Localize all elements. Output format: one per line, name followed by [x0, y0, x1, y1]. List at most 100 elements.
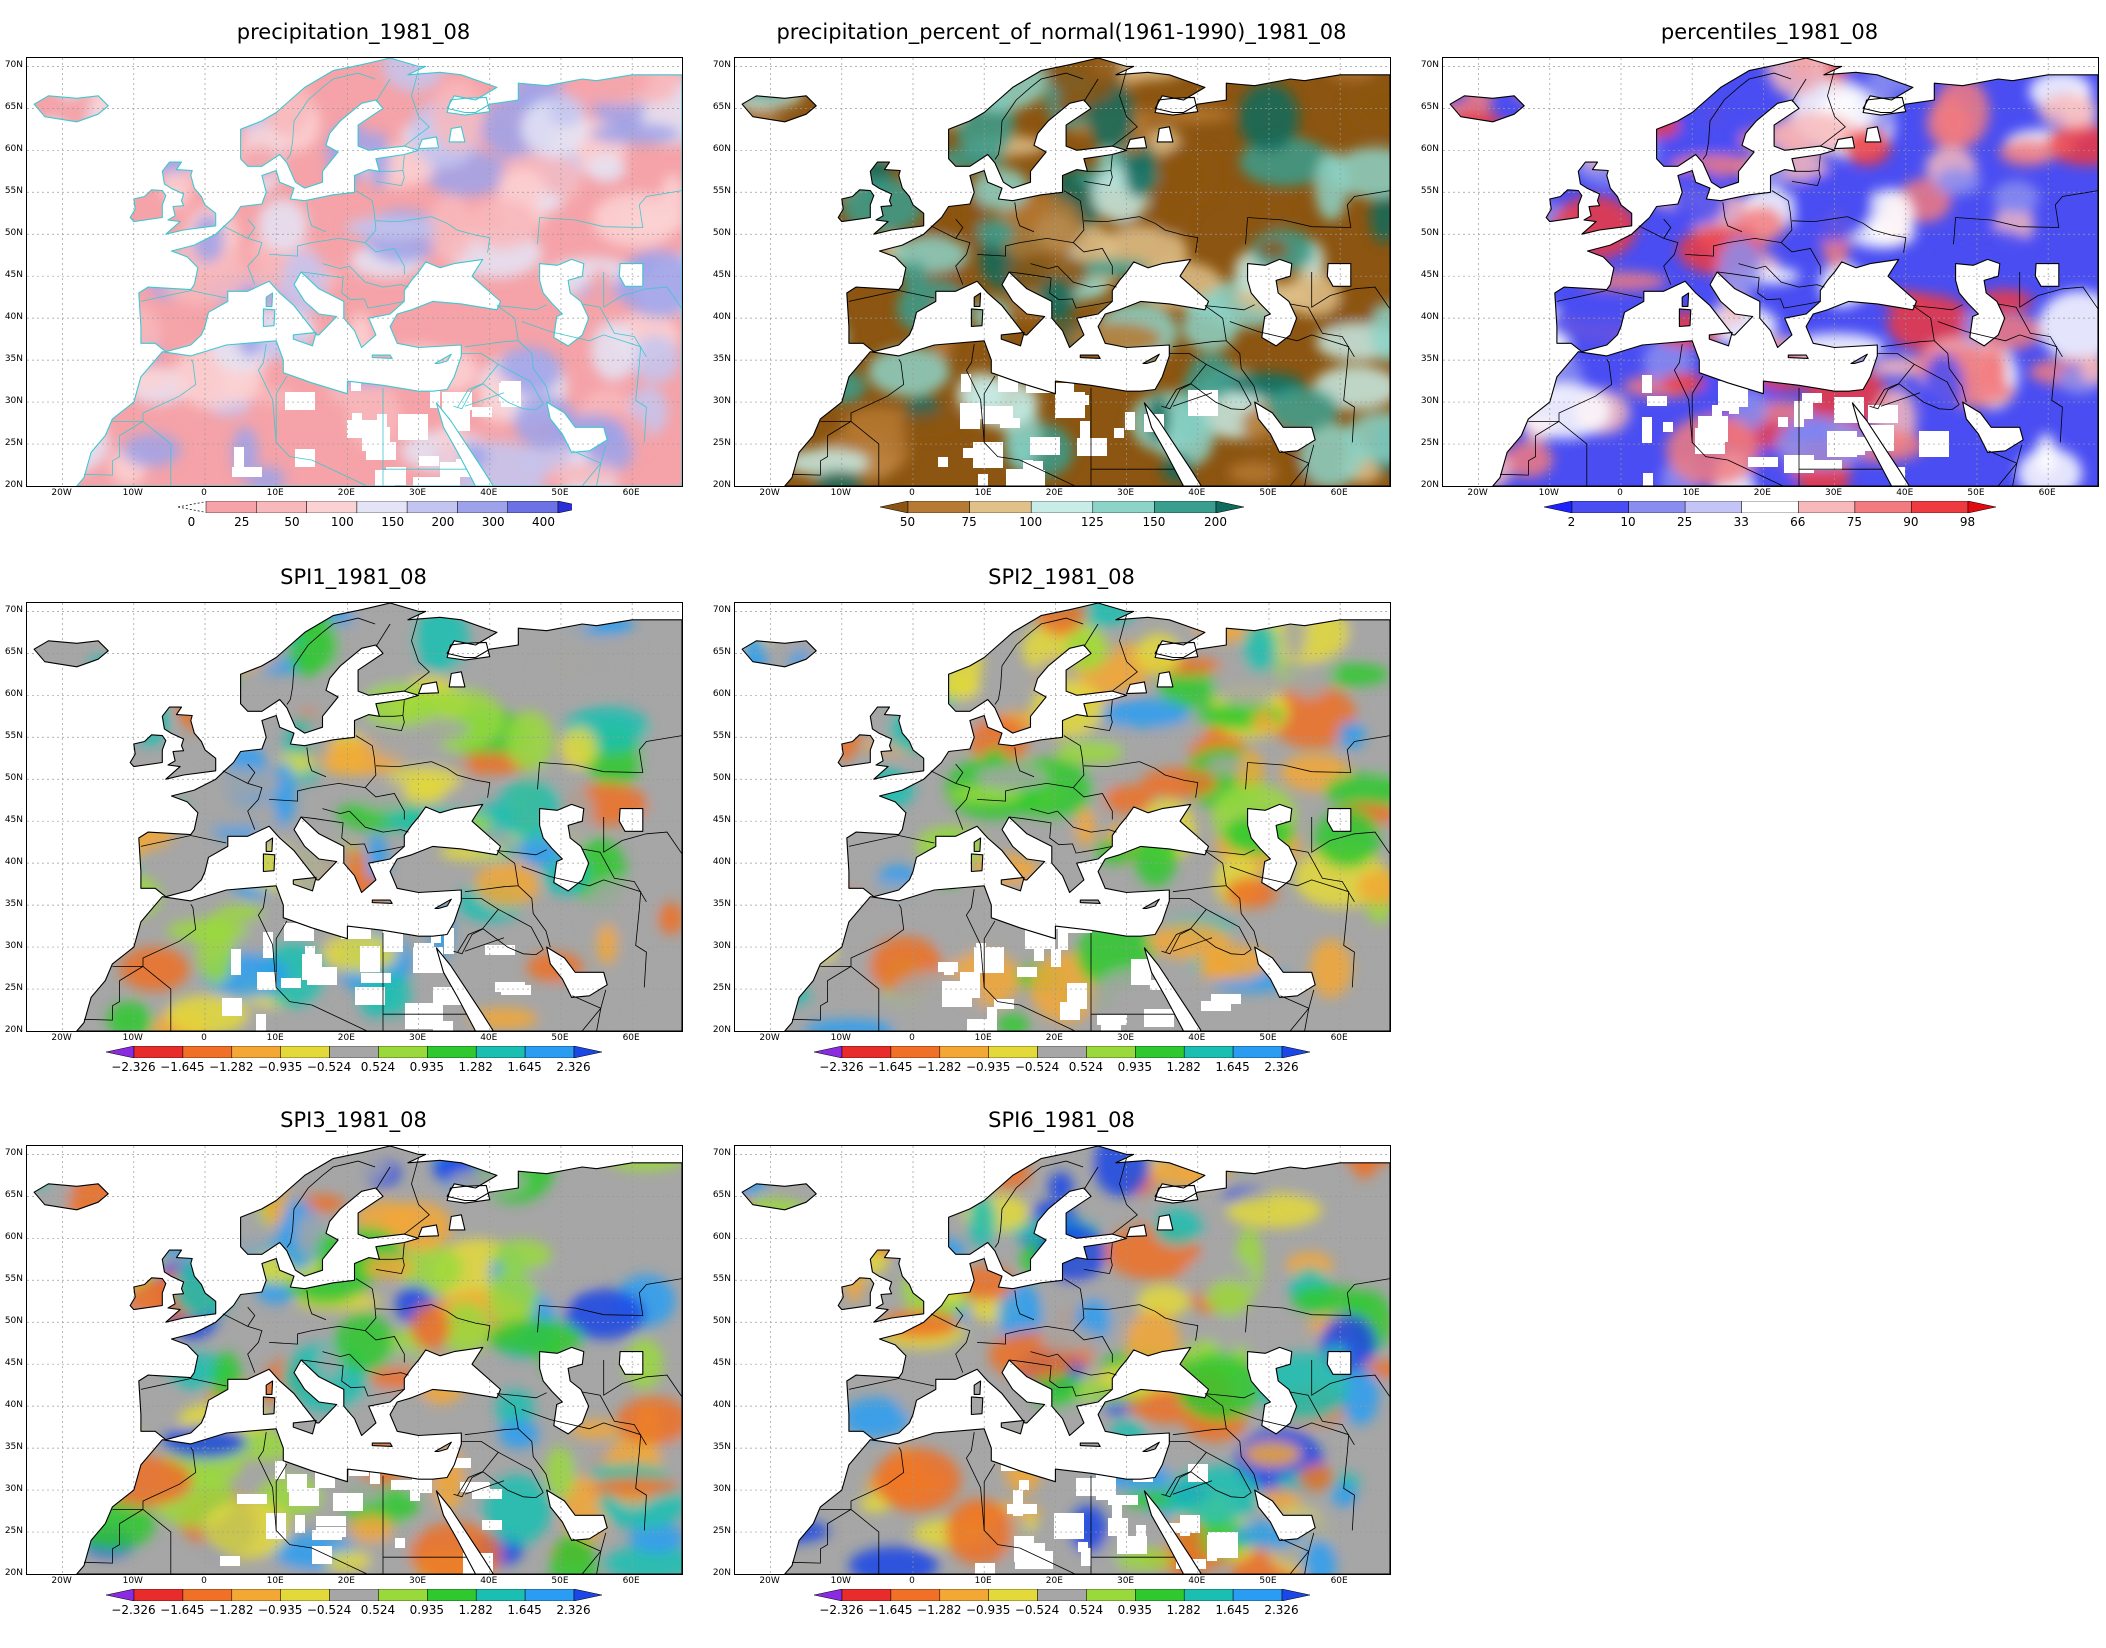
lon-tick-label: 60E — [622, 488, 640, 498]
lat-tick-label: 55N — [4, 1274, 23, 1285]
map-frame — [26, 1145, 683, 1575]
colorbar-right-arrow — [1215, 501, 1244, 513]
lat-tick-label: 40N — [1420, 312, 1439, 323]
colorbar-swatches — [105, 1046, 602, 1058]
colorbar-left-arrow — [813, 1046, 842, 1058]
colorbar-label: 400 — [532, 515, 555, 529]
colorbar-label: 2 — [1567, 515, 1576, 529]
colorbar-right-arrow — [573, 1589, 602, 1601]
lat-tick-label: 60N — [712, 144, 731, 155]
lat-tick-label: 50N — [712, 1316, 731, 1327]
country-borders — [83, 1157, 682, 1574]
colorbar-left-arrow — [813, 1589, 842, 1601]
colorbar-swatch — [1153, 501, 1216, 513]
shaded-field — [34, 1146, 682, 1574]
colorbar-label: −2.326 — [111, 1603, 156, 1617]
colorbar-swatch — [506, 501, 558, 513]
colorbar-label: 10 — [1620, 515, 1636, 529]
graticule — [27, 1146, 682, 1574]
lat-tick-label: 20N — [4, 1025, 23, 1035]
map-canvas — [735, 603, 1390, 1031]
country-borders — [791, 1157, 1390, 1574]
colorbar-swatch — [475, 1046, 525, 1058]
colorbar-label: −2.326 — [819, 1603, 864, 1617]
lon-tick-label: 0 — [201, 1576, 207, 1586]
colorbar-swatch — [1797, 501, 1855, 513]
lon-tick-label: 40E — [1188, 1576, 1206, 1586]
colorbar-label: −1.282 — [917, 1603, 962, 1617]
colorbar-swatch — [1092, 501, 1155, 513]
lat-tick-label: 30N — [4, 941, 23, 952]
colorbar-swatch — [356, 501, 407, 513]
colorbar: −2.326 −1.645 −1.282 −0.935 −0.524 0.524 0.935… — [813, 1589, 1310, 1619]
lat-tick-label: 50N — [4, 773, 23, 784]
colorbar-label: 0.935 — [1117, 1060, 1152, 1074]
lat-tick-label: 25N — [712, 1526, 731, 1537]
colorbar-swatch — [456, 501, 508, 513]
lon-tick-label: 20W — [51, 488, 72, 498]
lat-tick-label: 35N — [712, 1442, 731, 1453]
lat-tick-label: 20N — [712, 1568, 731, 1578]
lat-tick-label: 65N — [712, 102, 731, 113]
colorbar-label: 1.282 — [458, 1060, 493, 1074]
lon-tick-label: 40E — [480, 488, 498, 498]
colorbar-label: 0 — [187, 515, 196, 529]
lat-tick-label: 70N — [4, 1148, 23, 1159]
colorbar-label: 0.524 — [360, 1060, 396, 1074]
colorbar-label: 0.935 — [409, 1603, 444, 1617]
lat-tick-label: 60N — [712, 689, 731, 700]
lat-tick-label: 25N — [4, 438, 23, 449]
lat-tick-label: 60N — [4, 1232, 23, 1243]
lon-tick-label: 50E — [1259, 488, 1277, 498]
lat-tick-label: 60N — [4, 144, 23, 155]
colorbar-label: 0.524 — [360, 1603, 396, 1617]
colorbar-label: 2.326 — [556, 1603, 591, 1617]
lat-tick-label: 50N — [1420, 228, 1439, 239]
country-borders — [791, 69, 1390, 486]
lat-tick-label: 55N — [1420, 186, 1439, 197]
colorbar-swatch — [1684, 501, 1742, 513]
colorbar-label: 75 — [1846, 515, 1862, 529]
map-panel-spi2: SPI2_1981_08 70N 65N 60N 55N 50N 45N 40N 35N 30N 2… — [708, 565, 1401, 1105]
lon-tick-label: 50E — [1259, 1576, 1277, 1586]
colorbar-label: −2.326 — [111, 1060, 156, 1074]
lat-tick-label: 35N — [4, 354, 23, 365]
colorbar-swatch — [377, 1589, 428, 1601]
colorbar-swatch — [279, 1046, 330, 1058]
lon-tick-label: 10E — [974, 1576, 992, 1586]
colorbar-label: 0.524 — [1068, 1060, 1104, 1074]
colorbar-swatch — [1627, 501, 1685, 513]
colorbar-label: −1.645 — [868, 1603, 913, 1617]
coastlines — [1449, 58, 2098, 486]
lon-tick-label: 20E — [1753, 488, 1771, 498]
colorbar-left-arrow — [105, 1046, 134, 1058]
graticule — [27, 603, 682, 1031]
colorbar-label: −0.935 — [965, 1060, 1011, 1074]
colorbar-right-arrow — [573, 1046, 602, 1058]
lon-tick-label: 10W — [122, 1576, 143, 1586]
lat-tick-label: 45N — [712, 1358, 731, 1369]
panel-title: SPI3_1981_08 — [280, 1108, 427, 1132]
colorbar-swatch — [939, 1046, 989, 1058]
colorbar-label: 300 — [481, 515, 505, 529]
lon-tick-label: 50E — [1259, 1033, 1277, 1043]
lon-tick-label: 50E — [551, 1033, 569, 1043]
coastlines — [33, 58, 682, 486]
lon-tick-label: 30E — [1116, 1033, 1135, 1043]
lat-tick-label: 25N — [712, 438, 731, 449]
colorbar-label: 100 — [1019, 515, 1043, 529]
lat-tick-label: 65N — [4, 647, 23, 658]
lat-tick-label: 60N — [712, 1232, 731, 1243]
lat-tick-label: 35N — [4, 1442, 23, 1453]
colorbar-right-arrow — [557, 501, 572, 513]
map-panel-spi6: SPI6_1981_08 70N 65N 60N 55N 50N 45N 40N 35N 30N 2… — [708, 1108, 1401, 1648]
panel-title: SPI6_1981_08 — [988, 1108, 1135, 1132]
colorbar-label: 50 — [284, 515, 300, 529]
lon-tick-label: 40E — [1896, 488, 1914, 498]
map-canvas — [1443, 58, 2098, 486]
graticule — [735, 58, 1390, 486]
lon-tick-label: 20W — [1467, 488, 1488, 498]
colorbar-swatch — [841, 1589, 891, 1601]
panel-title: precipitation_1981_08 — [236, 20, 471, 44]
lon-tick-label: 10W — [830, 1576, 851, 1586]
